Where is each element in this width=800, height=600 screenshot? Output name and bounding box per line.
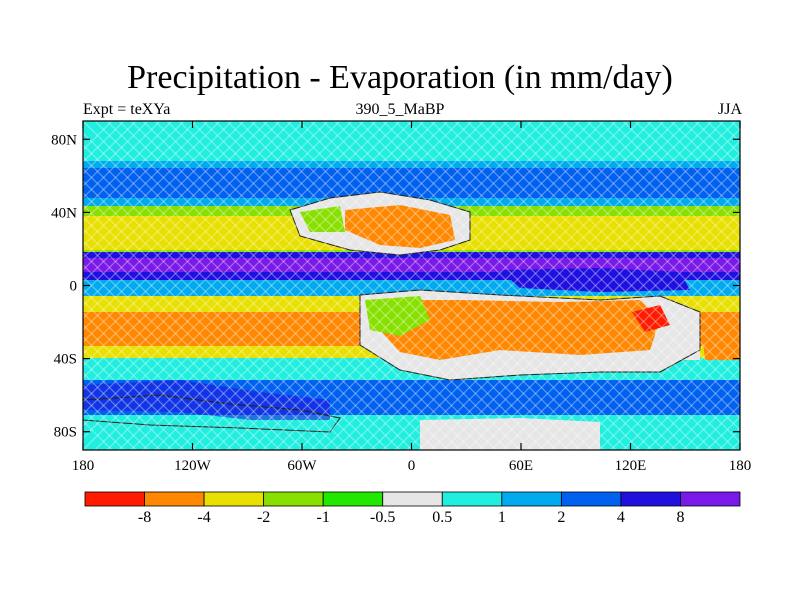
y-tick-label: 40S <box>54 352 77 368</box>
map-field <box>83 121 740 450</box>
x-axis: 180 120W 60W 0 60E 120E 180 <box>72 121 752 474</box>
y-tick-label: 0 <box>70 279 78 295</box>
x-tick-label: 180 <box>729 458 752 474</box>
colorbar-swatch <box>322 491 384 507</box>
x-tick-label: 180 <box>72 458 95 474</box>
colorbar-label: -4 <box>197 509 211 526</box>
colorbar-label: -0.5 <box>370 509 396 526</box>
band-north-storm <box>83 168 740 198</box>
colorbar-label: 4 <box>616 509 625 526</box>
south-continent-moist <box>365 296 430 336</box>
coastline-antarctic <box>83 394 341 433</box>
colorbar-label: -8 <box>137 509 152 526</box>
colorbar-label: 8 <box>676 509 685 526</box>
colorbar-swatch <box>382 491 443 507</box>
colorbar-label: 0.5 <box>432 509 453 526</box>
east-dry-area <box>700 315 740 360</box>
x-tick-label: 60E <box>509 458 533 474</box>
colorbar <box>84 491 741 507</box>
colorbar-swatch <box>501 491 562 507</box>
colorbar-label: 1 <box>497 509 506 526</box>
season-label: JJA <box>717 101 742 118</box>
south-west-dry <box>83 312 160 345</box>
colorbar-swatch <box>620 491 681 507</box>
y-tick-label: 80S <box>54 425 77 441</box>
colorbar-swatch <box>441 491 503 507</box>
colorbar-label: -2 <box>256 509 271 526</box>
period-label: 390_5_MaBP <box>355 101 445 118</box>
equatorial-blue-patch <box>500 268 690 292</box>
y-tick-label: 80N <box>51 132 77 148</box>
colorbar-swatch <box>263 491 324 507</box>
antarctic-dark <box>83 380 330 420</box>
south-continent-dry <box>380 300 660 360</box>
experiment-label: Expt = teXYa <box>83 101 171 118</box>
coastline-south <box>359 289 701 381</box>
antarctic-gray <box>420 418 600 450</box>
x-tick-label: 120W <box>174 458 212 474</box>
colorbar-label: 2 <box>557 509 566 526</box>
lattice-texture <box>83 121 740 450</box>
wet-spot <box>632 305 670 332</box>
north-continent-dry <box>345 205 455 248</box>
y-tick-label: 40N <box>51 205 77 221</box>
colorbar-label: -1 <box>316 509 330 526</box>
north-continent-moist <box>300 206 345 232</box>
colorbar-swatch <box>560 491 622 507</box>
coastline-north <box>289 191 471 256</box>
colorbar-swatch <box>680 491 741 507</box>
map-title: Precipitation - Evaporation (in mm/day) <box>127 59 673 96</box>
y-axis: 80N 40N 0 40S 80S <box>51 132 740 441</box>
colorbar-swatch <box>84 491 145 507</box>
colorbar-swatch <box>203 491 265 507</box>
x-tick-label: 120E <box>615 458 647 474</box>
x-tick-label: 60W <box>287 458 317 474</box>
x-tick-label: 0 <box>408 458 416 474</box>
colorbar-swatch <box>144 491 205 507</box>
east-gray-area <box>655 330 700 360</box>
